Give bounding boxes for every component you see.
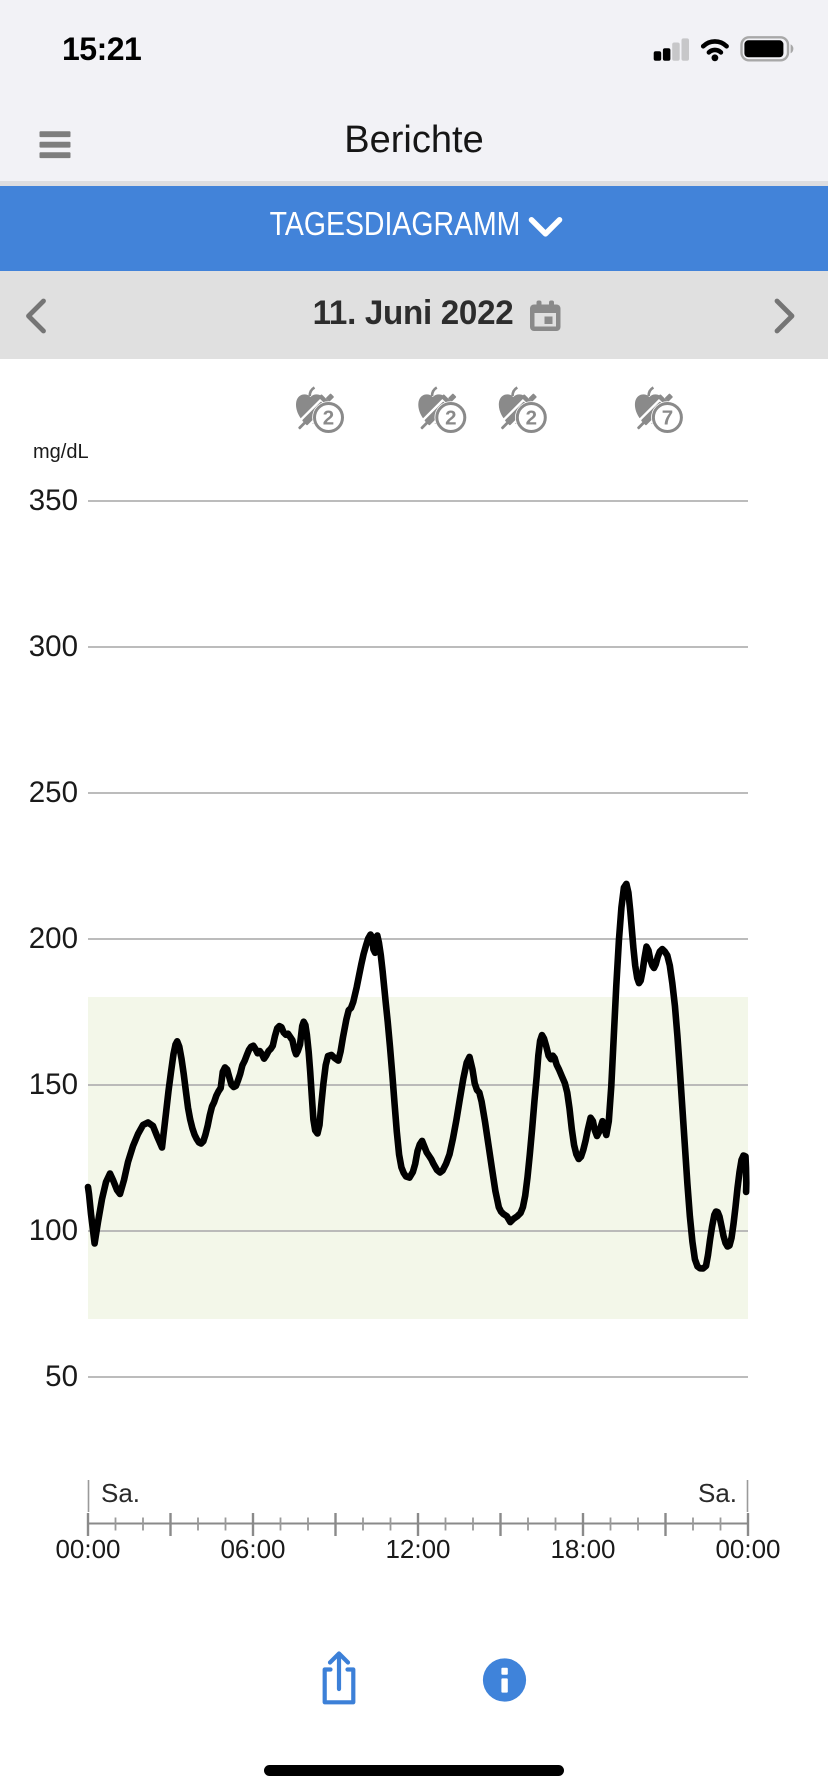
svg-text:2: 2 (526, 407, 537, 430)
svg-text:7: 7 (662, 407, 673, 430)
svg-text:2: 2 (445, 407, 456, 430)
svg-text:2: 2 (323, 406, 334, 429)
